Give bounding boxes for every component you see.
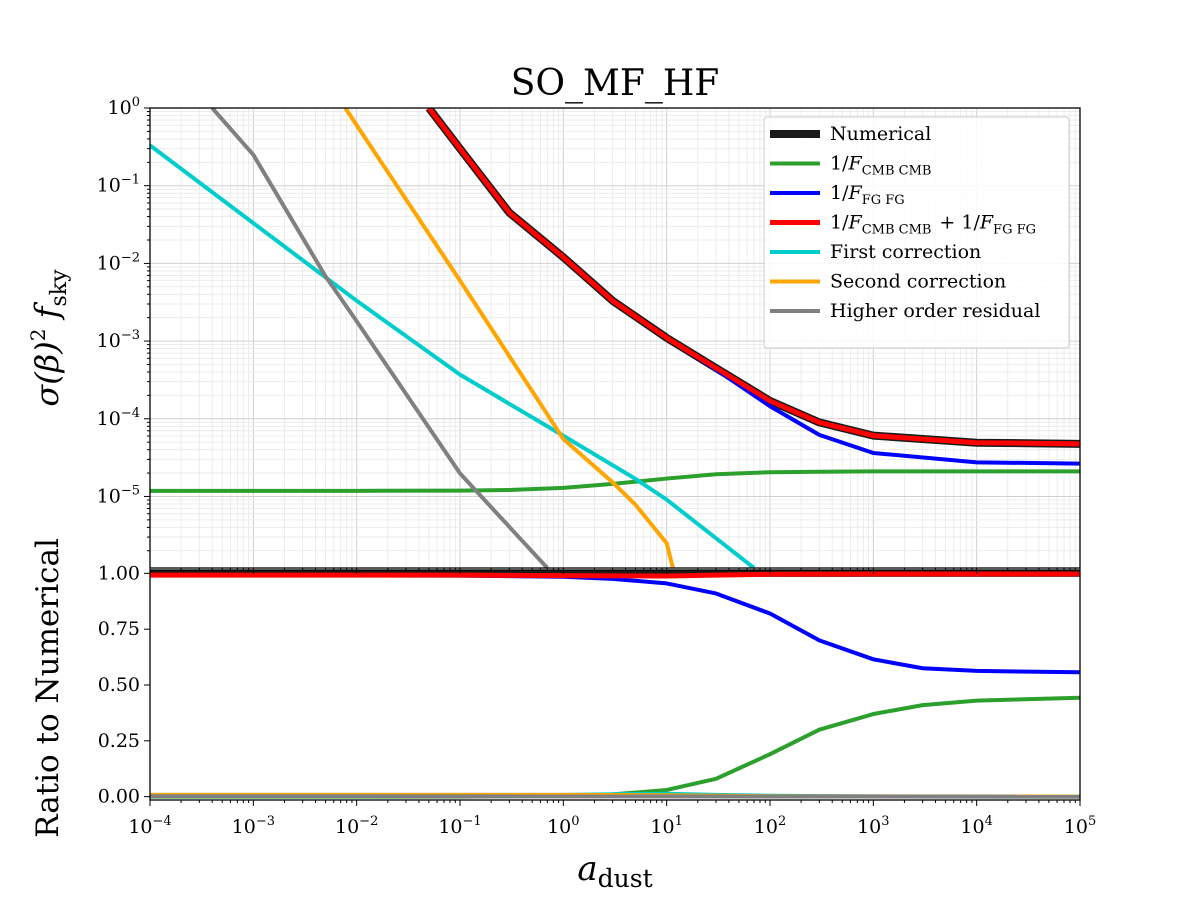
- top-y-tick-label: 10−5: [97, 483, 140, 507]
- series-line-1-f-cmb-cmb: [150, 469, 1080, 493]
- bottom-x-tick-label: 105: [1064, 814, 1096, 838]
- top-y-axis-title: σ(β)2 fsky: [26, 269, 72, 407]
- top-y-tick-label: 10−2: [97, 250, 140, 274]
- legend-label-second-correction: Second correction: [830, 271, 1006, 293]
- bottom-y-tick-label: 0.50: [98, 674, 140, 696]
- bottom-x-tick-label: 10−2: [335, 814, 378, 838]
- bottom-ticks: 10−4 10−3 10−2 10−1 100 101 102 103 104 105 0.00 0.…: [98, 562, 1097, 838]
- bottom-x-tick-label: 103: [857, 814, 889, 838]
- series-line-higher-order-residual: [210, 108, 549, 568]
- x-axis-title: adust: [577, 849, 652, 893]
- top-y-tick-label: 10−1: [97, 173, 140, 197]
- bottom-y-tick-label: 1.00: [98, 562, 140, 584]
- bottom-x-tick-label: 104: [960, 814, 992, 838]
- top-ticks: 100 10−1 10−2 10−3 10−4 10−5: [97, 95, 1081, 574]
- top-y-tick-label: 10−3: [97, 328, 140, 352]
- legend-label-numerical: Numerical: [830, 123, 931, 145]
- bottom-x-tick-label: 101: [650, 814, 682, 838]
- bottom-y-tick-label: 0.25: [98, 730, 140, 752]
- legend: Numerical 1/FCMB CMB 1/FFG FG 1/FCMB CMB …: [763, 116, 1070, 349]
- chart-title: SO_MF_HF: [511, 63, 719, 104]
- legend-label-1-f-cmb-cmb: 1/FCMB CMB: [830, 153, 933, 179]
- legend-box: [763, 116, 1070, 349]
- legend-label-1-f-cmb-cmb-1-f-fg-fg: 1/FCMB CMB + 1/FFG FG: [830, 212, 1038, 238]
- top-plot-lines: [150, 108, 1080, 568]
- top-y-tick-label: 10−4: [97, 406, 140, 430]
- bottom-x-tick-label: 10−1: [438, 814, 481, 838]
- top-axes-frame: [149, 107, 1081, 569]
- legend-label-1-f-fg-fg: 1/FFG FG: [830, 182, 907, 208]
- bottom-plot-lines: [150, 570, 1080, 799]
- bottom-y-tick-label: 0.75: [98, 618, 140, 640]
- bottom-x-tick-label: 102: [754, 814, 786, 838]
- series-line-1-f-cmb-cmb-1-f-fg-fg: [150, 571, 1080, 579]
- legend-label-higher-order-residual: Higher order residual: [830, 300, 1040, 322]
- bottom-y-axis-title: Ratio to Numerical: [30, 538, 66, 838]
- bottom-x-tick-label: 10−4: [128, 814, 171, 838]
- top-y-tick-label: 100: [108, 95, 140, 119]
- bottom-x-tick-label: 100: [547, 814, 579, 838]
- series-line-1-f-cmb-cmb-1-f-fg-fg: [426, 108, 1080, 447]
- series-line-second-correction: [343, 108, 675, 568]
- series-line-first-correction: [150, 143, 756, 568]
- bottom-x-tick-label: 10−3: [232, 814, 275, 838]
- legend-label-first-correction: First correction: [830, 241, 981, 263]
- bottom-y-tick-label: 0.00: [98, 786, 140, 808]
